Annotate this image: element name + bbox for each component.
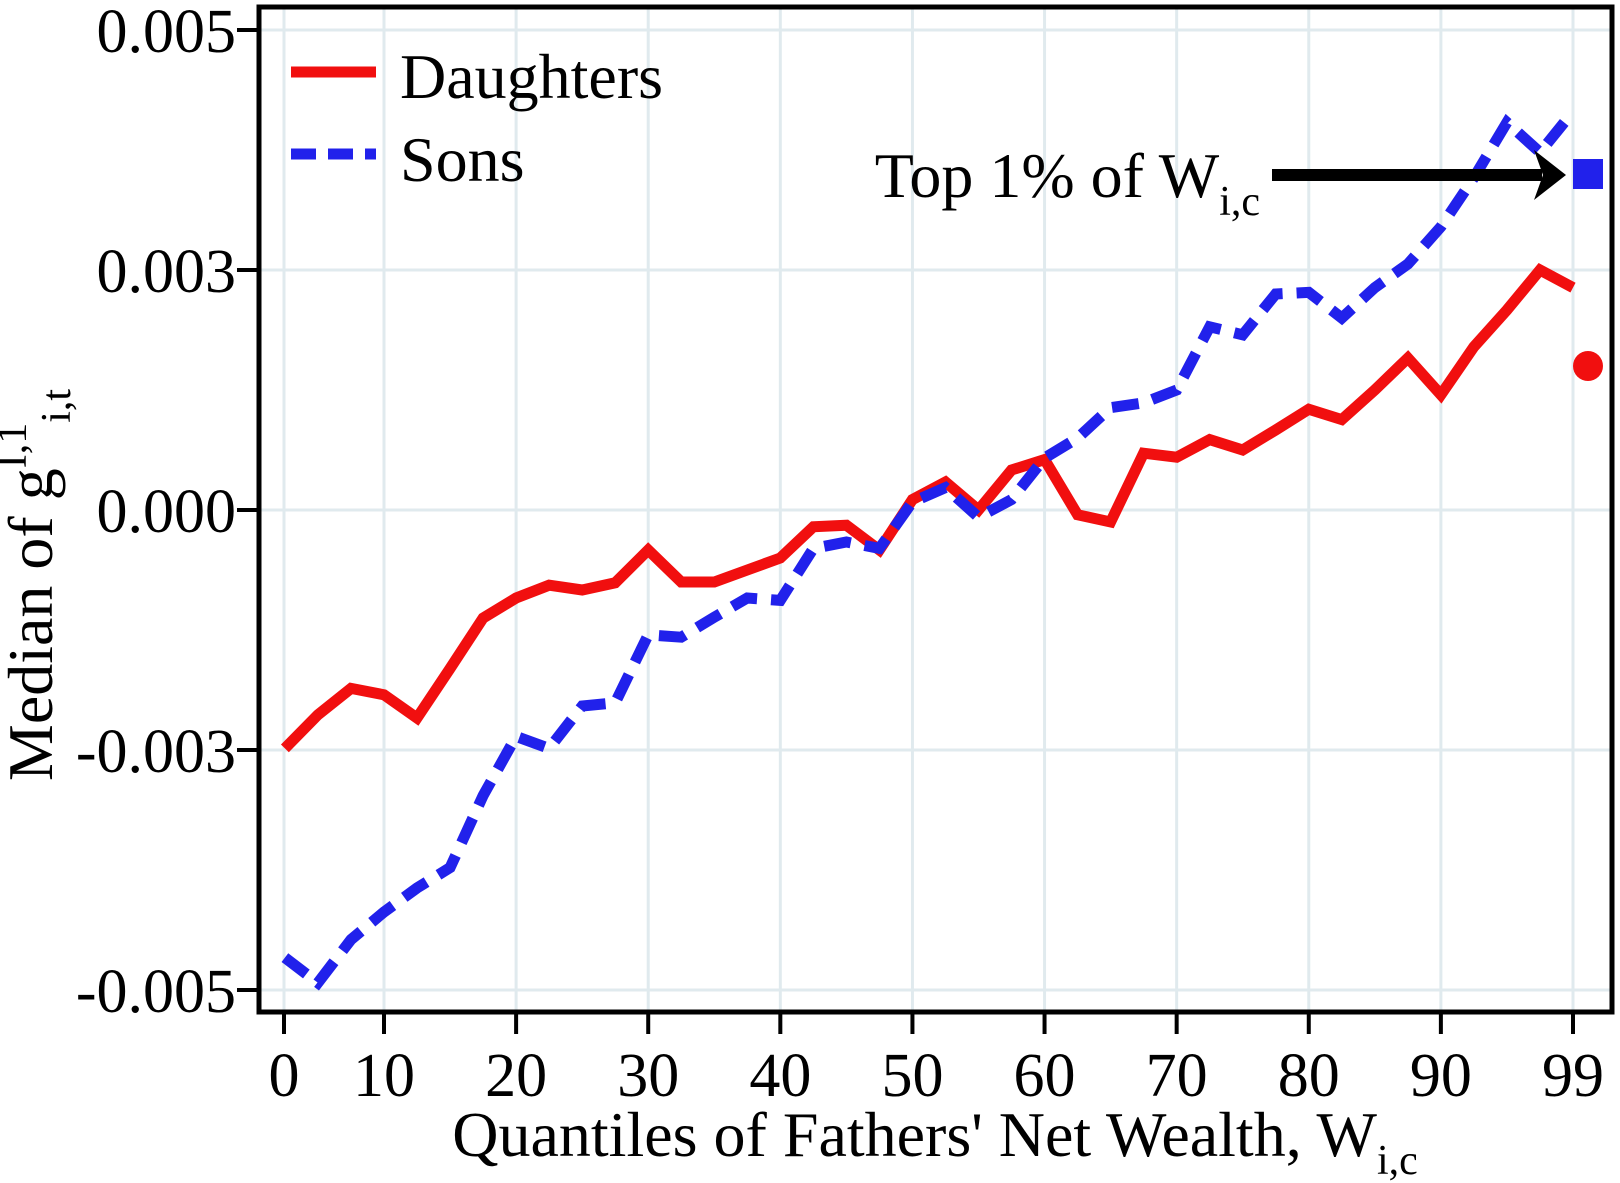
y-axis-title-main: Median of g [0, 468, 66, 781]
x-tick-label: 0 [269, 1042, 300, 1110]
x-axis-title-subscript: i,c [1377, 1138, 1418, 1183]
annotation-arrow [1272, 150, 1566, 200]
y-tick-label: -0.003 [76, 718, 236, 786]
top1-marker-square-sons [1573, 159, 1603, 189]
y-tick-label: -0.005 [76, 958, 236, 1026]
y-tick-label: 0.003 [97, 238, 237, 306]
arrow-head [1534, 150, 1566, 200]
series-line-sons [281, 108, 1578, 991]
x-axis-title-main: Quantiles of Fathers' Net Wealth, W [452, 1099, 1377, 1170]
top1-markers [1573, 159, 1603, 381]
x-tick-label: 30 [617, 1042, 679, 1110]
annotation-top1-text: Top 1% of Wi,c [875, 140, 1260, 225]
data-series [280, 108, 1578, 991]
annotation-subscript: i,c [1219, 179, 1260, 225]
annotation-main: Top 1% of W [875, 140, 1220, 211]
axis-tick-labels: 0 10 20 30 40 50 60 70 80 90 99 0.005 0.003 0.000 -0.0… [76, 0, 1604, 1110]
x-tick-label: 80 [1278, 1042, 1340, 1110]
x-tick-label: 90 [1410, 1042, 1472, 1110]
legend-label-sons: Sons [400, 124, 525, 195]
x-axis-title: Quantiles of Fathers' Net Wealth, Wi,c [452, 1099, 1418, 1183]
x-tick-label: 10 [353, 1042, 415, 1110]
x-tick-label: 60 [1014, 1042, 1076, 1110]
x-tick-label: 40 [749, 1042, 811, 1110]
legend: Daughters Sons [291, 41, 663, 195]
y-axis-title-subscript: i,t [34, 389, 80, 423]
y-tick-label: 0.000 [97, 478, 237, 546]
x-tick-label: 99 [1542, 1042, 1604, 1110]
axis-ticks [237, 28, 1575, 1034]
x-tick-label: 70 [1146, 1042, 1208, 1110]
y-axis-title-superscript: I,1 [0, 423, 36, 469]
y-tick-label: 0.005 [97, 0, 237, 66]
y-axis-title: Median of gI,1i,t [0, 389, 80, 781]
x-tick-label: 20 [485, 1042, 547, 1110]
x-tick-label: 50 [881, 1042, 943, 1110]
top1-marker-circle-daughters [1573, 351, 1603, 381]
legend-label-daughters: Daughters [400, 41, 663, 112]
